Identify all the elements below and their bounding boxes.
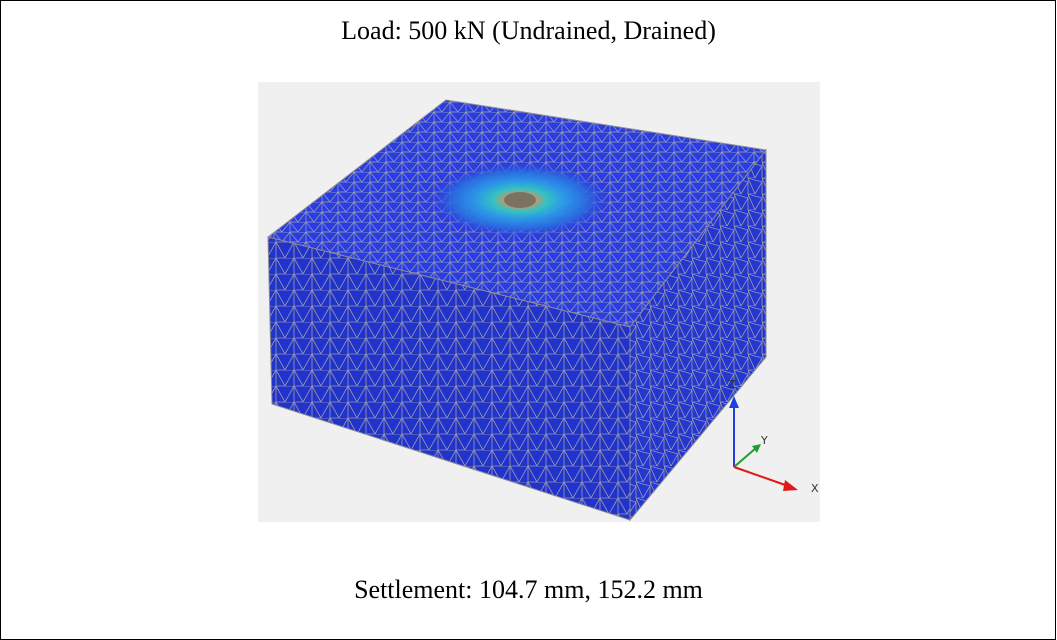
right-face [629,148,767,522]
figure-title: Load: 500 kN (Undrained, Drained) [341,16,716,45]
x-axis-label: X [811,482,819,495]
load-footing [504,192,536,208]
axis-triad: Z Y X [728,378,819,495]
figure-caption: Settlement: 104.7 mm, 152.2 mm [354,575,703,604]
model-viewport[interactable]: Z Y X [258,82,820,522]
mesh-render: Z Y X [266,99,819,522]
z-axis-label: Z [728,378,736,391]
y-axis-label: Y [760,434,768,447]
